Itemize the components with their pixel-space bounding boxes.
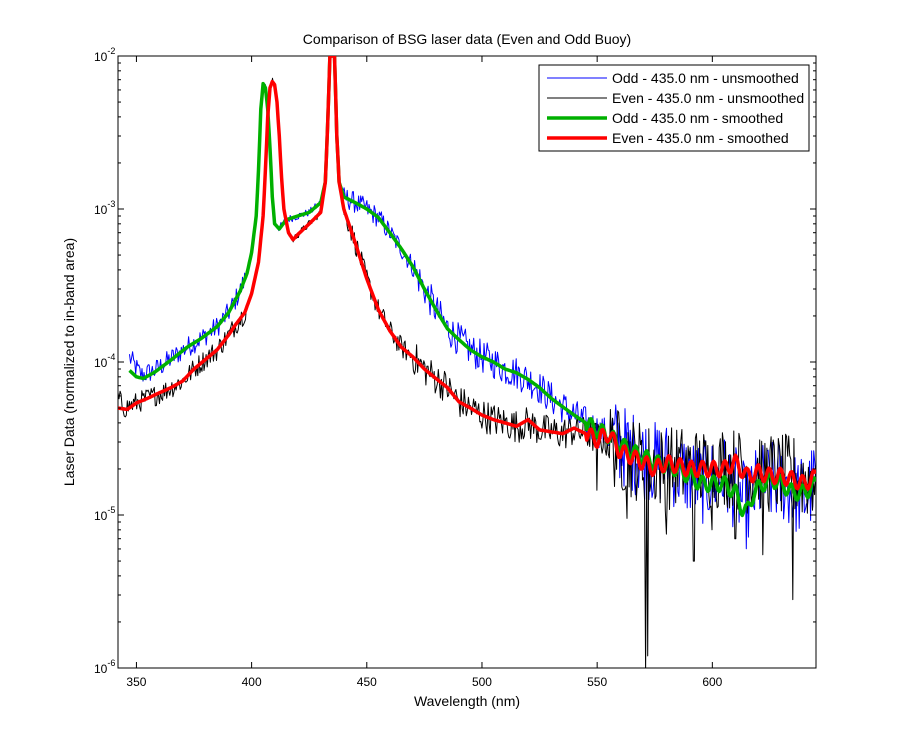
legend-entry-label: Odd - 435.0 nm - unsmoothed [612, 70, 799, 86]
legend-entry-label: Even - 435.0 nm - unsmoothed [612, 90, 804, 106]
series-line-2 [118, 56, 816, 668]
x-tick-label: 550 [587, 675, 607, 689]
series-line-4 [118, 56, 816, 491]
series-line-3 [128, 56, 816, 518]
x-axis: 350 400 450 500 550 600 [126, 56, 723, 689]
y-axis-label: Laser Data (normalized to in-band area) [61, 238, 77, 486]
x-axis-label: Wavelength (nm) [414, 693, 520, 709]
legend-entry-label: Even - 435.0 nm - smoothed [612, 130, 789, 146]
plot-area: 350 400 450 500 550 600 10-2 10-3 10-4 10-5 10-6 [94, 46, 817, 689]
y-tick-label: 10-4 [94, 352, 115, 370]
legend-entry-label: Odd - 435.0 nm - smoothed [612, 110, 783, 126]
x-tick-label: 400 [242, 675, 262, 689]
plot-frame [117, 55, 817, 669]
y-tick-label: 10-5 [94, 505, 115, 523]
y-tick-label: 10-3 [94, 199, 115, 217]
x-tick-label: 350 [126, 675, 146, 689]
chart-title: Comparison of BSG laser data (Even and O… [303, 31, 631, 47]
y-axis: 10-2 10-3 10-4 10-5 10-6 [94, 46, 816, 676]
x-tick-label: 450 [357, 675, 377, 689]
legend: Odd - 435.0 nm - unsmoothed Even - 435.0 … [538, 64, 810, 152]
y-tick-label: 10-2 [94, 46, 115, 64]
y-tick-label: 10-6 [94, 658, 115, 676]
x-tick-label: 600 [702, 675, 722, 689]
x-tick-label: 500 [472, 675, 492, 689]
series-layer [118, 56, 816, 668]
